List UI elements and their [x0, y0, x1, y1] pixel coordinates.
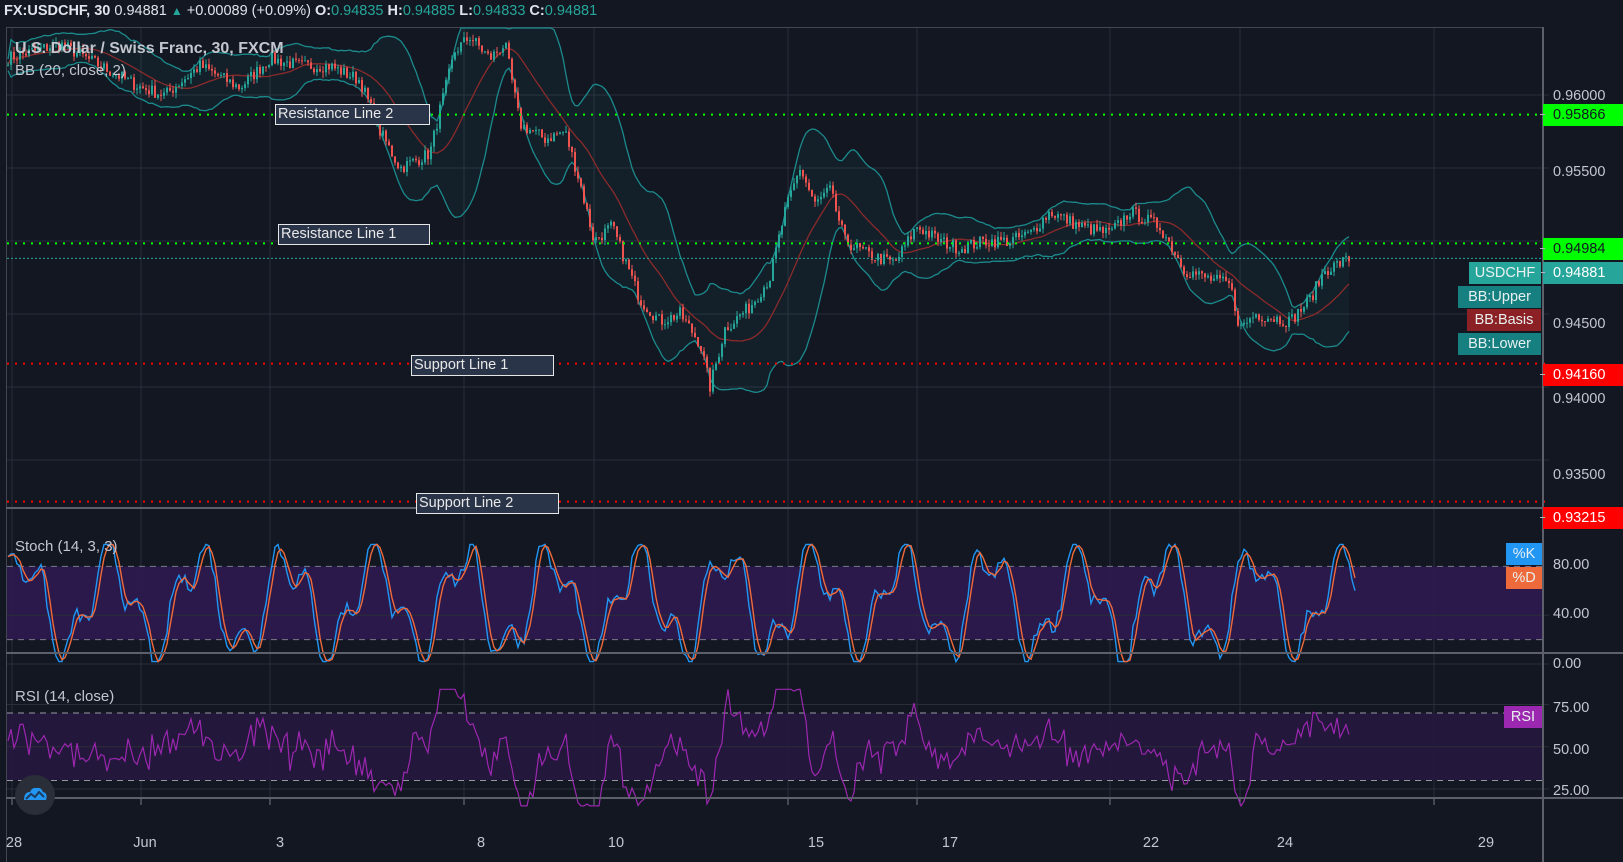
- time-axis-tick: 28: [5, 835, 23, 851]
- support-line-2-price-tag: 0.93215: [1540, 507, 1623, 529]
- usdchf-series-tag: USDCHF: [1469, 262, 1541, 284]
- symbol-header: FX:USDCHF, 30 0.94881 ▲ +0.00089 (+0.09%…: [0, 0, 1623, 24]
- rsi-tag: RSI: [1504, 706, 1542, 728]
- price-axis-tick: 0.95500: [1553, 164, 1606, 180]
- time-axis-tick: 10: [607, 835, 625, 851]
- time-axis-tick: Jun: [133, 835, 157, 851]
- low-key: L:: [459, 3, 473, 19]
- resistance-line-2-label[interactable]: Resistance Line 2: [275, 104, 430, 125]
- stoch-axis-tick: 40.00: [1553, 606, 1590, 622]
- pane-divider-rsi[interactable]: [6, 652, 1623, 654]
- support-line-1-price-tag: 0.94160: [1540, 364, 1623, 386]
- tradingview-logo-icon: [24, 787, 47, 800]
- stoch-pane-title[interactable]: Stoch (14, 3, 3): [15, 538, 118, 555]
- support-line-1-label[interactable]: Support Line 1: [411, 355, 554, 376]
- high-value: 0.94885: [402, 3, 456, 19]
- price-change: +0.00089 (+0.09%): [186, 3, 311, 19]
- rsi-axis-tick: 25.00: [1553, 783, 1590, 799]
- bb-basis-series-tag: BB:Basis: [1467, 309, 1541, 331]
- time-axis-tick: 17: [941, 835, 959, 851]
- chart-frame: [6, 27, 1543, 862]
- stoch-axis-tick: 80.00: [1553, 557, 1590, 573]
- price-axis-tick: 0.93500: [1553, 467, 1606, 483]
- main-pane-title[interactable]: U.S. Dollar / Swiss Franc, 30, FXCM: [15, 40, 284, 57]
- tradingview-logo[interactable]: [15, 775, 55, 815]
- resistance-line-1-label[interactable]: Resistance Line 1: [278, 224, 430, 245]
- bb-upper-series-tag: BB:Upper: [1458, 286, 1541, 308]
- time-axis-tick: 3: [275, 835, 285, 851]
- stoch-axis-tick: 0.00: [1553, 656, 1582, 672]
- price-axis-tick: 0.94000: [1553, 391, 1606, 407]
- time-axis-divider: [6, 797, 1623, 799]
- rsi-axis-tick: 50.00: [1553, 742, 1590, 758]
- close-key: C:: [529, 3, 545, 19]
- resistance-line-1-price-tag: 0.94984: [1540, 238, 1623, 260]
- symbol-label[interactable]: FX:USDCHF, 30: [4, 3, 111, 19]
- open-key: O:: [314, 3, 332, 19]
- resistance-line-2-price-tag: 0.95866: [1540, 104, 1623, 126]
- rsi-pane-title[interactable]: RSI (14, close): [15, 688, 115, 705]
- time-axis-tick: 29: [1477, 835, 1495, 851]
- high-key: H:: [387, 3, 403, 19]
- support-line-2-label[interactable]: Support Line 2: [416, 493, 559, 514]
- triangle-up-icon: ▲: [170, 4, 183, 18]
- current-price-tag: 0.94881: [1540, 262, 1623, 284]
- stoch-d-tag: %D: [1506, 567, 1542, 589]
- pane-divider-stoch[interactable]: [6, 507, 1623, 509]
- open-value: 0.94835: [331, 3, 384, 19]
- bb-lower-series-tag: BB:Lower: [1458, 333, 1541, 355]
- close-value: 0.94881: [544, 3, 598, 19]
- stoch-k-tag: %K: [1506, 543, 1542, 565]
- price-axis-tick: 0.94500: [1553, 316, 1606, 332]
- low-value: 0.94833: [472, 3, 526, 19]
- rsi-axis-tick: 75.00: [1553, 700, 1590, 716]
- price-axis-separator: [1542, 27, 1544, 862]
- time-axis-tick: 24: [1276, 835, 1294, 851]
- last-price: 0.94881: [114, 3, 167, 19]
- bb-indicator-legend[interactable]: BB (20, close, 2): [15, 62, 126, 79]
- price-axis-tick: 0.96000: [1553, 88, 1606, 104]
- time-axis-tick: 22: [1142, 835, 1160, 851]
- time-axis-tick: 8: [476, 835, 486, 851]
- time-axis-tick: 15: [807, 835, 825, 851]
